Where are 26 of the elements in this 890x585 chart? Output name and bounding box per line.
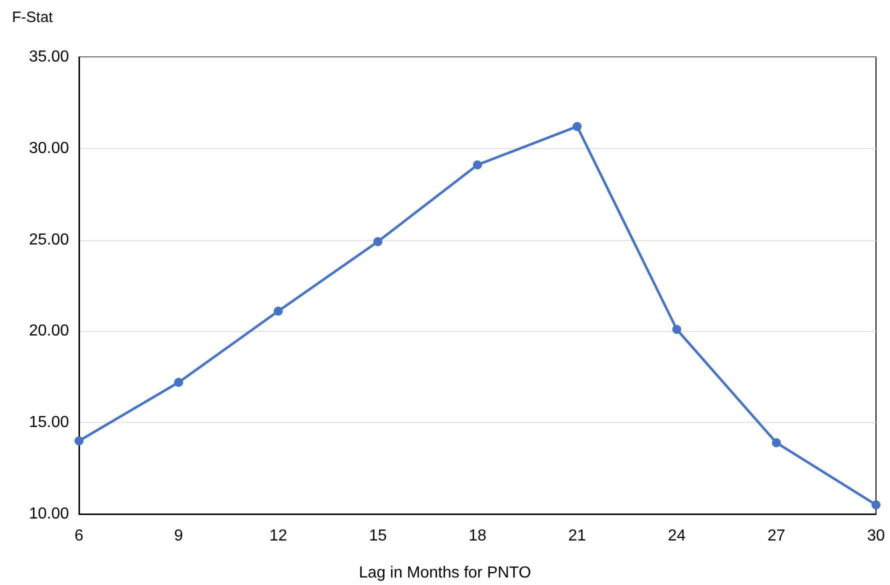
x-tick-label: 9 (174, 528, 184, 544)
x-tick-label: 15 (368, 528, 387, 544)
point (274, 306, 283, 316)
x-tick-label: 24 (668, 528, 686, 544)
point (772, 438, 781, 448)
y-tick-label: 25.00 (28, 231, 70, 248)
point (872, 500, 880, 510)
y-axis-title: F-Stat (12, 9, 54, 26)
point (572, 122, 582, 131)
x-tick-label: 6 (74, 528, 84, 544)
y-tick-label: 35.00 (28, 48, 70, 66)
x-tick-label: 12 (269, 528, 288, 544)
x-axis-title: Lag in Months for PNTO (358, 564, 532, 582)
y-tick-label: 15.00 (28, 414, 70, 432)
point (74, 436, 84, 446)
x-tick-label: 21 (568, 528, 586, 544)
x-tick-label: 27 (767, 528, 786, 544)
point (672, 324, 682, 334)
x-tick-label: 30 (867, 528, 885, 544)
point (174, 378, 184, 387)
point (473, 160, 482, 170)
point (373, 237, 382, 246)
x-tick-label: 18 (468, 528, 486, 544)
y-tick-label: 20.00 (28, 322, 70, 340)
y-tick-label: 30.00 (28, 140, 70, 157)
y-tick-label: 10.00 (28, 506, 70, 522)
